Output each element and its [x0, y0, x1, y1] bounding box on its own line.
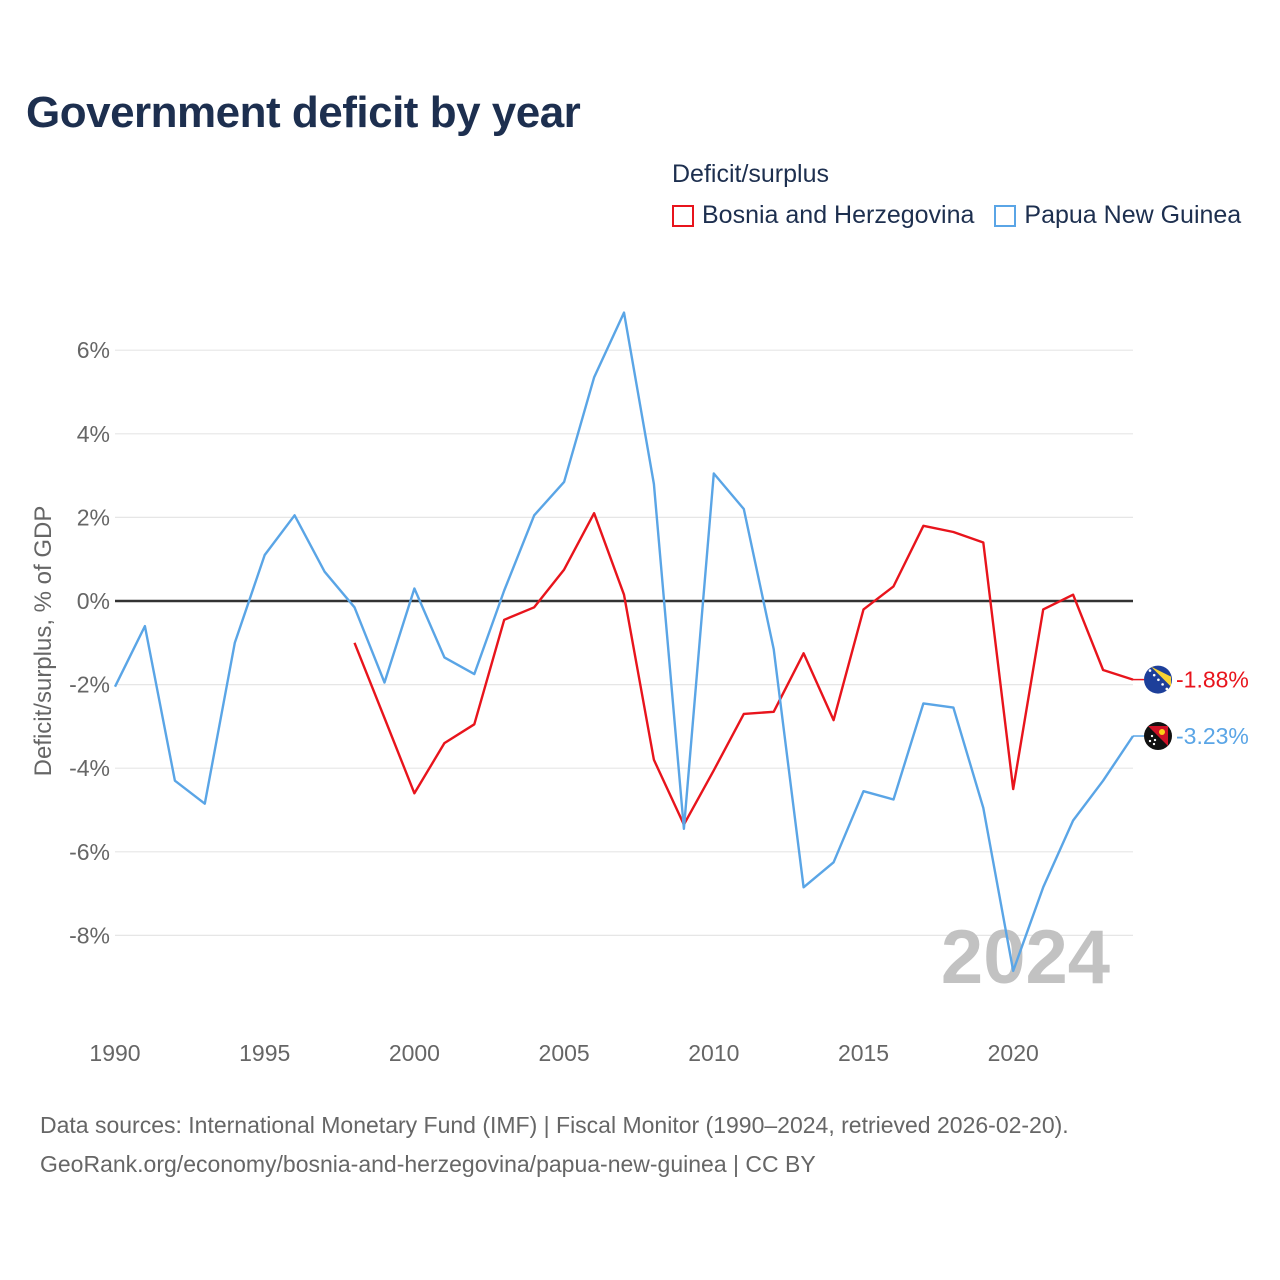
y-axis-label: Deficit/surplus, % of GDP	[30, 506, 57, 777]
data-sources: Data sources: International Monetary Fun…	[40, 1106, 1069, 1184]
legend-title: Deficit/surplus	[672, 160, 829, 188]
sources-line-2: GeoRank.org/economy/bosnia-and-herzegovi…	[40, 1151, 816, 1177]
y-tick-label: 6%	[77, 337, 110, 363]
chart-title: Government deficit by year	[26, 88, 581, 137]
legend-swatch-papua-new-guinea	[994, 204, 1017, 227]
y-tick-label: -8%	[69, 922, 110, 948]
y-tick-label: -4%	[69, 755, 110, 781]
end-labels: -1.88% -3.23%	[1133, 665, 1249, 751]
y-tick-label: 4%	[77, 421, 110, 447]
legend-label-bosnia: Bosnia and Herzegovina	[702, 201, 975, 229]
grid-lines	[115, 349, 1133, 937]
x-tick-label: 1990	[89, 1040, 140, 1066]
x-tick-label: 2010	[688, 1040, 739, 1066]
y-tick-label: 0%	[77, 588, 110, 614]
series-lines	[113, 311, 1134, 973]
x-axis-ticks: 1990 1995 2000 2005 2010 2015 2020	[89, 1040, 1038, 1066]
legend: Deficit/surplus Bosnia and Herzegovina P…	[672, 160, 1261, 230]
x-tick-label: 2020	[988, 1040, 1039, 1066]
legend-item-papua-new-guinea[interactable]: Papua New Guinea	[994, 201, 1241, 230]
bosnia-flag-icon	[1144, 665, 1172, 694]
y-tick-label: -6%	[69, 839, 110, 865]
year-watermark: 2024	[941, 915, 1110, 1000]
y-axis-ticks: -8% -6% -4% -2% 0% 2% 4% 6%	[69, 337, 110, 948]
series-line-bosnia	[353, 512, 1134, 826]
papua-new-guinea-flag-icon	[1144, 722, 1172, 751]
y-tick-label: -2%	[69, 672, 110, 698]
x-tick-label: 2000	[389, 1040, 440, 1066]
legend-swatch-bosnia	[672, 204, 694, 227]
end-label-bosnia: -1.88%	[1176, 667, 1249, 693]
sources-line-1: Data sources: International Monetary Fun…	[40, 1112, 1069, 1138]
legend-item-bosnia[interactable]: Bosnia and Herzegovina	[672, 201, 974, 230]
x-tick-label: 1995	[239, 1040, 290, 1066]
series-line-papua-new-guinea	[113, 311, 1134, 973]
y-tick-label: 2%	[77, 504, 110, 530]
x-tick-label: 2005	[539, 1040, 590, 1066]
end-label-papua-new-guinea: -3.23%	[1176, 723, 1249, 749]
line-chart: -8% -6% -4% -2% 0% 2% 4% 6% 1990 1995 2000 2005 201…	[30, 311, 1249, 1066]
legend-label-papua-new-guinea: Papua New Guinea	[1024, 201, 1242, 229]
x-tick-label: 2015	[838, 1040, 889, 1066]
